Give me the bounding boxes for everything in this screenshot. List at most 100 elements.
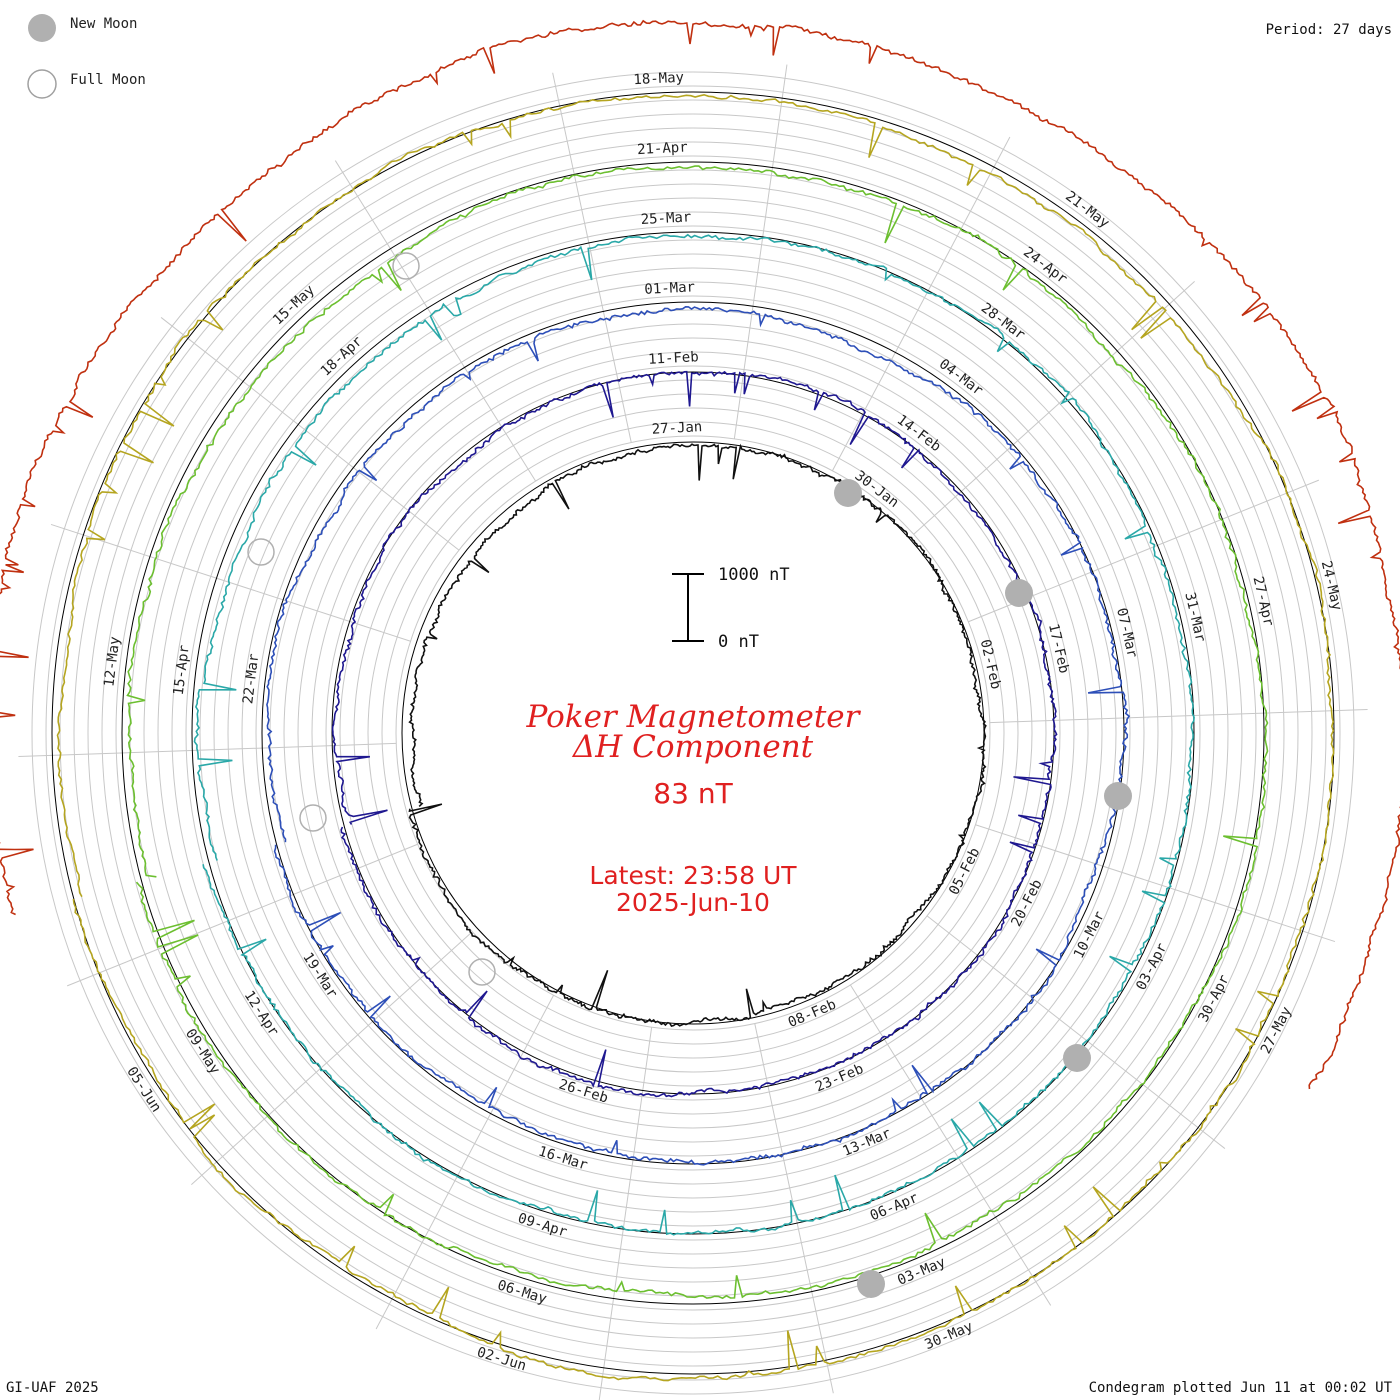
moon-markers — [247, 252, 1132, 1298]
date-label: 25-Mar — [640, 209, 691, 228]
baseline-circle — [121, 161, 1265, 1305]
trace-ring-2 — [331, 370, 1058, 1098]
credit-label: GI-UAF 2025 — [6, 1380, 99, 1396]
date-label: 27-Jan — [651, 419, 702, 438]
full-moon-marker — [299, 804, 327, 832]
chart-subtitle: ΔH Component — [572, 729, 814, 765]
grid-spoke — [733, 64, 788, 439]
scale-bar-top-label: 1000 nT — [718, 565, 790, 585]
date-label: 27-Apr — [1250, 575, 1277, 628]
date-label: 24-May — [1318, 559, 1345, 612]
new-moon-marker — [1005, 579, 1033, 607]
date-label: 01-Mar — [644, 279, 695, 298]
grid-ring — [283, 323, 1103, 1143]
new-moon-icon — [28, 14, 56, 42]
grid-spoke — [375, 995, 555, 1330]
new-moon-marker — [1104, 782, 1132, 810]
grid-ring — [353, 393, 1033, 1073]
date-label: 18-May — [633, 70, 684, 89]
full-moon-icon — [27, 69, 57, 99]
period-label: Period: 27 days — [1265, 22, 1392, 38]
grid-ring — [199, 239, 1187, 1227]
baseline-circle — [191, 231, 1195, 1235]
grid-ring — [241, 281, 1145, 1185]
grid-spoke — [926, 915, 1226, 1149]
trace-ring-4 — [193, 233, 1195, 1236]
trace-ring-7 — [0, 19, 1400, 1090]
date-label: 06-May — [495, 1277, 548, 1307]
grid-ring — [325, 365, 1061, 1101]
full-moon-marker — [392, 252, 420, 280]
baseline-circles — [51, 91, 1335, 1375]
date-label: 04-Mar — [936, 356, 986, 399]
date-label: 21-Apr — [637, 139, 688, 158]
grid-ring — [87, 127, 1299, 1339]
grid-ring — [143, 183, 1243, 1283]
grid-ring — [185, 225, 1201, 1241]
current-value: 83 nT — [653, 777, 733, 810]
grid-ring — [157, 197, 1229, 1269]
latest-date: 2025-Jun-10 — [616, 888, 770, 917]
baseline-circle — [331, 371, 1055, 1095]
grid-ring — [59, 99, 1327, 1367]
grid-spoke — [989, 708, 1368, 724]
trace-ring-3 — [266, 305, 1131, 1166]
date-label: 24-Apr — [1020, 244, 1070, 287]
plotted-timestamp: Condegram plotted Jun 11 at 00:02 UT — [1088, 1380, 1392, 1396]
date-label: 27-May — [1258, 1004, 1295, 1056]
grid-spoke — [66, 843, 418, 987]
grid-ring — [213, 253, 1173, 1213]
legend-full-moon: Full Moon — [70, 72, 146, 88]
scale-bar-bottom-label: 0 nT — [718, 632, 759, 652]
grid-ring — [255, 295, 1131, 1171]
date-label: 31-Mar — [1181, 591, 1208, 644]
grid-ring — [171, 211, 1215, 1255]
grid-spoke — [598, 1027, 653, 1400]
trace-ring-5 — [126, 165, 1269, 1300]
date-label: 21-May — [1062, 188, 1112, 231]
grid-rings — [31, 71, 1355, 1395]
grid-ring — [367, 407, 1019, 1059]
date-label: 02-Feb — [977, 638, 1004, 691]
grid-ring — [73, 113, 1313, 1353]
grid-ring — [381, 421, 1005, 1045]
trace-ring-1 — [408, 443, 987, 1028]
grid-ring — [227, 267, 1159, 1199]
legend: New Moon Full Moon — [27, 14, 146, 99]
grid-ring — [339, 379, 1047, 1087]
grid-ring — [45, 85, 1341, 1381]
new-moon-marker — [1063, 1044, 1091, 1072]
date-label: 12-May — [101, 636, 123, 688]
trace-ring-6 — [56, 93, 1335, 1382]
date-label: 11-Feb — [648, 349, 699, 368]
baseline-circle — [261, 301, 1125, 1165]
date-label: 14-Feb — [894, 412, 944, 455]
legend-new-moon: New Moon — [70, 16, 137, 32]
date-label: 16-Mar — [536, 1144, 589, 1174]
grid-spoke — [552, 72, 632, 443]
new-moon-marker — [857, 1270, 885, 1298]
date-label: 13-Mar — [840, 1125, 893, 1159]
grid-spoke — [18, 742, 397, 758]
data-traces — [0, 19, 1400, 1382]
grid-spoke — [831, 136, 1011, 471]
grid-ring — [311, 351, 1075, 1115]
new-moon-marker — [834, 479, 862, 507]
grid-ring — [31, 71, 1355, 1395]
date-label: 23-Feb — [813, 1061, 866, 1095]
date-label: 17-Feb — [1045, 622, 1072, 675]
grid-spoke — [913, 280, 1195, 535]
date-label: 06-Apr — [868, 1190, 921, 1224]
chart-title: Poker Magnetometer — [526, 699, 862, 735]
baseline-circle — [51, 91, 1335, 1375]
date-label: 15-Apr — [171, 644, 193, 696]
date-label: 22-Mar — [240, 653, 262, 705]
full-moon-marker — [468, 958, 496, 986]
grid-ring — [395, 435, 991, 1031]
scale-bar: 1000 nT 0 nT — [672, 565, 790, 652]
date-label: 07-Mar — [1113, 606, 1140, 659]
grid-spoke — [50, 523, 411, 642]
grid-spoke — [849, 984, 1052, 1306]
grid-ring — [297, 337, 1089, 1129]
